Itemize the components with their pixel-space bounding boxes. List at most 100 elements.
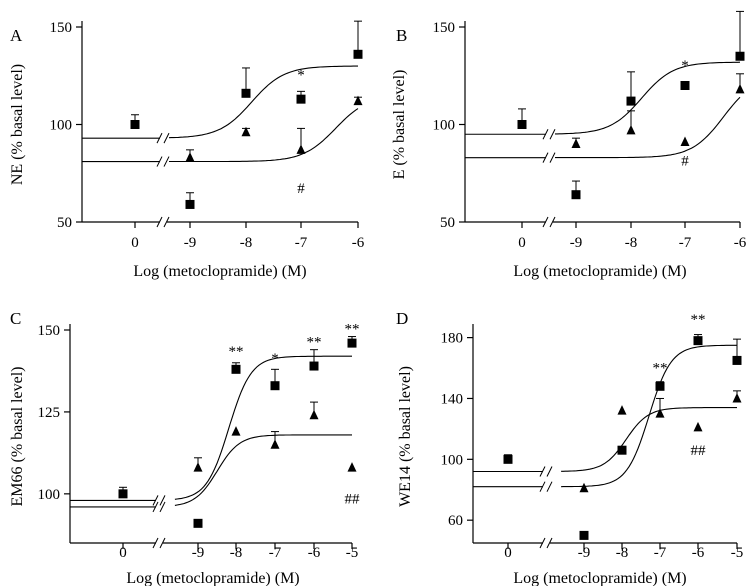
x-tick-label: 0: [131, 235, 139, 251]
panel-a: 50 100 150 0 -9 -8 -7 -6 * # A NE (% basal level) Lo…: [9, 20, 365, 280]
curve-break-mark: [156, 156, 170, 167]
y-tick-label: 60: [448, 513, 463, 529]
data-point-triangle: [231, 426, 241, 436]
curve-break-mark: [539, 466, 553, 477]
y-tick-label: 150: [50, 20, 73, 36]
data-point-square: [693, 336, 703, 346]
y-tick-label: 50: [57, 215, 72, 231]
data-point-triangle: [626, 124, 636, 135]
data-point-square: [655, 381, 665, 391]
x-tick-label: -5: [346, 545, 359, 561]
data-point-triangle: [571, 138, 581, 148]
significance-mark: *: [681, 58, 689, 74]
y-tick-label: 100: [50, 118, 73, 134]
data-point-square: [130, 120, 140, 129]
fit-curve-triangle: [555, 96, 741, 159]
curve-break-mark: [152, 501, 166, 513]
x-tick-label: -6: [692, 545, 705, 561]
data-point-square: [571, 190, 581, 200]
panel-letter: D: [396, 309, 408, 328]
data-point-triangle: [185, 152, 195, 162]
data-point-square: [732, 355, 742, 365]
y-tick-label: 125: [38, 405, 61, 421]
data-point-square: [517, 120, 527, 129]
panel-letter: A: [10, 26, 23, 45]
x-tick-label: -7: [269, 545, 282, 561]
significance-mark: #: [681, 153, 689, 169]
x-tick-label: 0: [119, 545, 127, 561]
fit-curve-triangle: [169, 108, 359, 163]
fit-curve-square: [168, 65, 358, 139]
fit-curve-square: [561, 344, 737, 488]
data-point-triangle: [309, 409, 319, 420]
data-point-square: [353, 49, 363, 59]
data-point-square: [503, 454, 513, 464]
x-tick-label: -8: [625, 235, 638, 251]
data-point-square: [185, 199, 195, 209]
data-point-square: [241, 88, 251, 98]
x-tick-label: -9: [192, 545, 205, 561]
significance-mark: #: [297, 181, 305, 197]
x-tick-label: -9: [184, 235, 197, 251]
data-point-square: [309, 361, 319, 371]
y-tick-label: 140: [441, 391, 464, 407]
data-point-triangle: [693, 421, 703, 432]
y-tick-label: 150: [38, 323, 61, 339]
x-tick-label: 0: [504, 545, 512, 561]
y-tick-label: 50: [440, 215, 455, 231]
x-tick-label: -6: [352, 235, 365, 251]
curve-break-mark: [542, 129, 556, 140]
data-point-square: [193, 518, 203, 528]
significance-mark: **: [229, 344, 244, 360]
data-point-triangle: [680, 136, 690, 147]
fit-curve-triangle: [561, 407, 737, 472]
panel-d: 60 100 140 180 0 -9 -8 -7 -6 -5 ** ** ## D WE14 (% bas…: [396, 309, 743, 586]
x-tick-label: -7: [679, 235, 692, 251]
y-tick-label: 180: [441, 331, 464, 347]
data-point-triangle: [347, 462, 357, 472]
y-tick-label: 150: [433, 20, 456, 36]
x-tick-label: -8: [616, 545, 629, 561]
curve-break-mark: [152, 495, 166, 506]
data-point-triangle: [270, 439, 280, 449]
data-point-triangle: [353, 95, 363, 106]
significance-mark: ##: [691, 443, 707, 459]
y-axis-title: NE (% basal level): [9, 64, 26, 185]
x-axis-break: [542, 216, 556, 228]
panel-b: 50 100 150 0 -9 -8 -7 -6 * # B E (% basal level) Log…: [391, 10, 747, 280]
y-tick-label: 100: [433, 118, 456, 134]
significance-mark: **: [691, 312, 706, 328]
data-point-triangle: [732, 392, 742, 403]
x-tick-label: -9: [578, 545, 591, 561]
y-axis-title: WE14 (% basal level): [397, 366, 414, 507]
x-tick-label: -8: [230, 545, 243, 561]
x-tick-label: -9: [570, 235, 583, 251]
x-axis-break: [539, 537, 553, 549]
curve-break-mark: [539, 481, 553, 492]
data-point-triangle: [193, 462, 203, 472]
data-point-square: [579, 530, 589, 540]
significance-mark: **: [345, 321, 360, 337]
fit-curve-square: [174, 355, 352, 500]
curve-break-mark: [542, 152, 556, 163]
y-axis-title: E (% basal level): [391, 70, 408, 180]
data-point-triangle: [655, 408, 665, 418]
x-tick-label: -6: [308, 545, 321, 561]
x-axis-title: Log (metoclopramide) (M): [513, 263, 686, 280]
y-tick-label: 100: [441, 452, 464, 468]
fit-curve-square: [555, 61, 741, 135]
y-axis-title: EM66 (% basal level): [9, 367, 26, 507]
x-tick-label: -5: [731, 545, 744, 561]
data-point-square: [680, 81, 690, 90]
x-tick-label: -8: [240, 235, 253, 251]
data-point-square: [735, 51, 745, 61]
x-axis-break: [156, 216, 170, 228]
significance-mark: **: [653, 361, 668, 377]
data-point-square: [347, 338, 357, 348]
significance-mark: ##: [345, 492, 361, 508]
significance-mark: **: [307, 334, 322, 350]
data-point-square: [626, 96, 636, 106]
x-tick-label: -7: [654, 545, 667, 561]
